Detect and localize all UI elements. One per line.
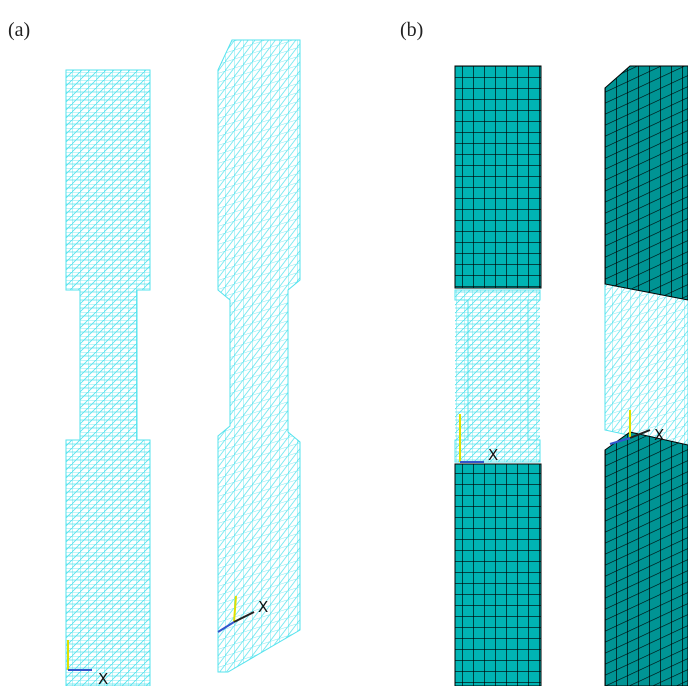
mesh-bottom-iso <box>605 432 688 686</box>
specimen-front <box>66 70 150 686</box>
mesh-top <box>455 66 541 288</box>
axis-label: X <box>488 446 498 464</box>
mesh-top-iso <box>605 66 688 300</box>
axis-label: X <box>654 426 664 444</box>
specimen-iso <box>218 40 300 672</box>
panel-label: (a) <box>8 19 30 41</box>
panel-label: (b) <box>400 19 423 41</box>
mesh-middle-iso <box>605 284 688 448</box>
axis-label: X <box>258 598 268 616</box>
mesh-bottom <box>455 464 541 686</box>
axis-label: X <box>98 670 108 686</box>
figure: (a) X X (b) X X <box>0 0 688 686</box>
mesh-middle <box>455 290 540 462</box>
